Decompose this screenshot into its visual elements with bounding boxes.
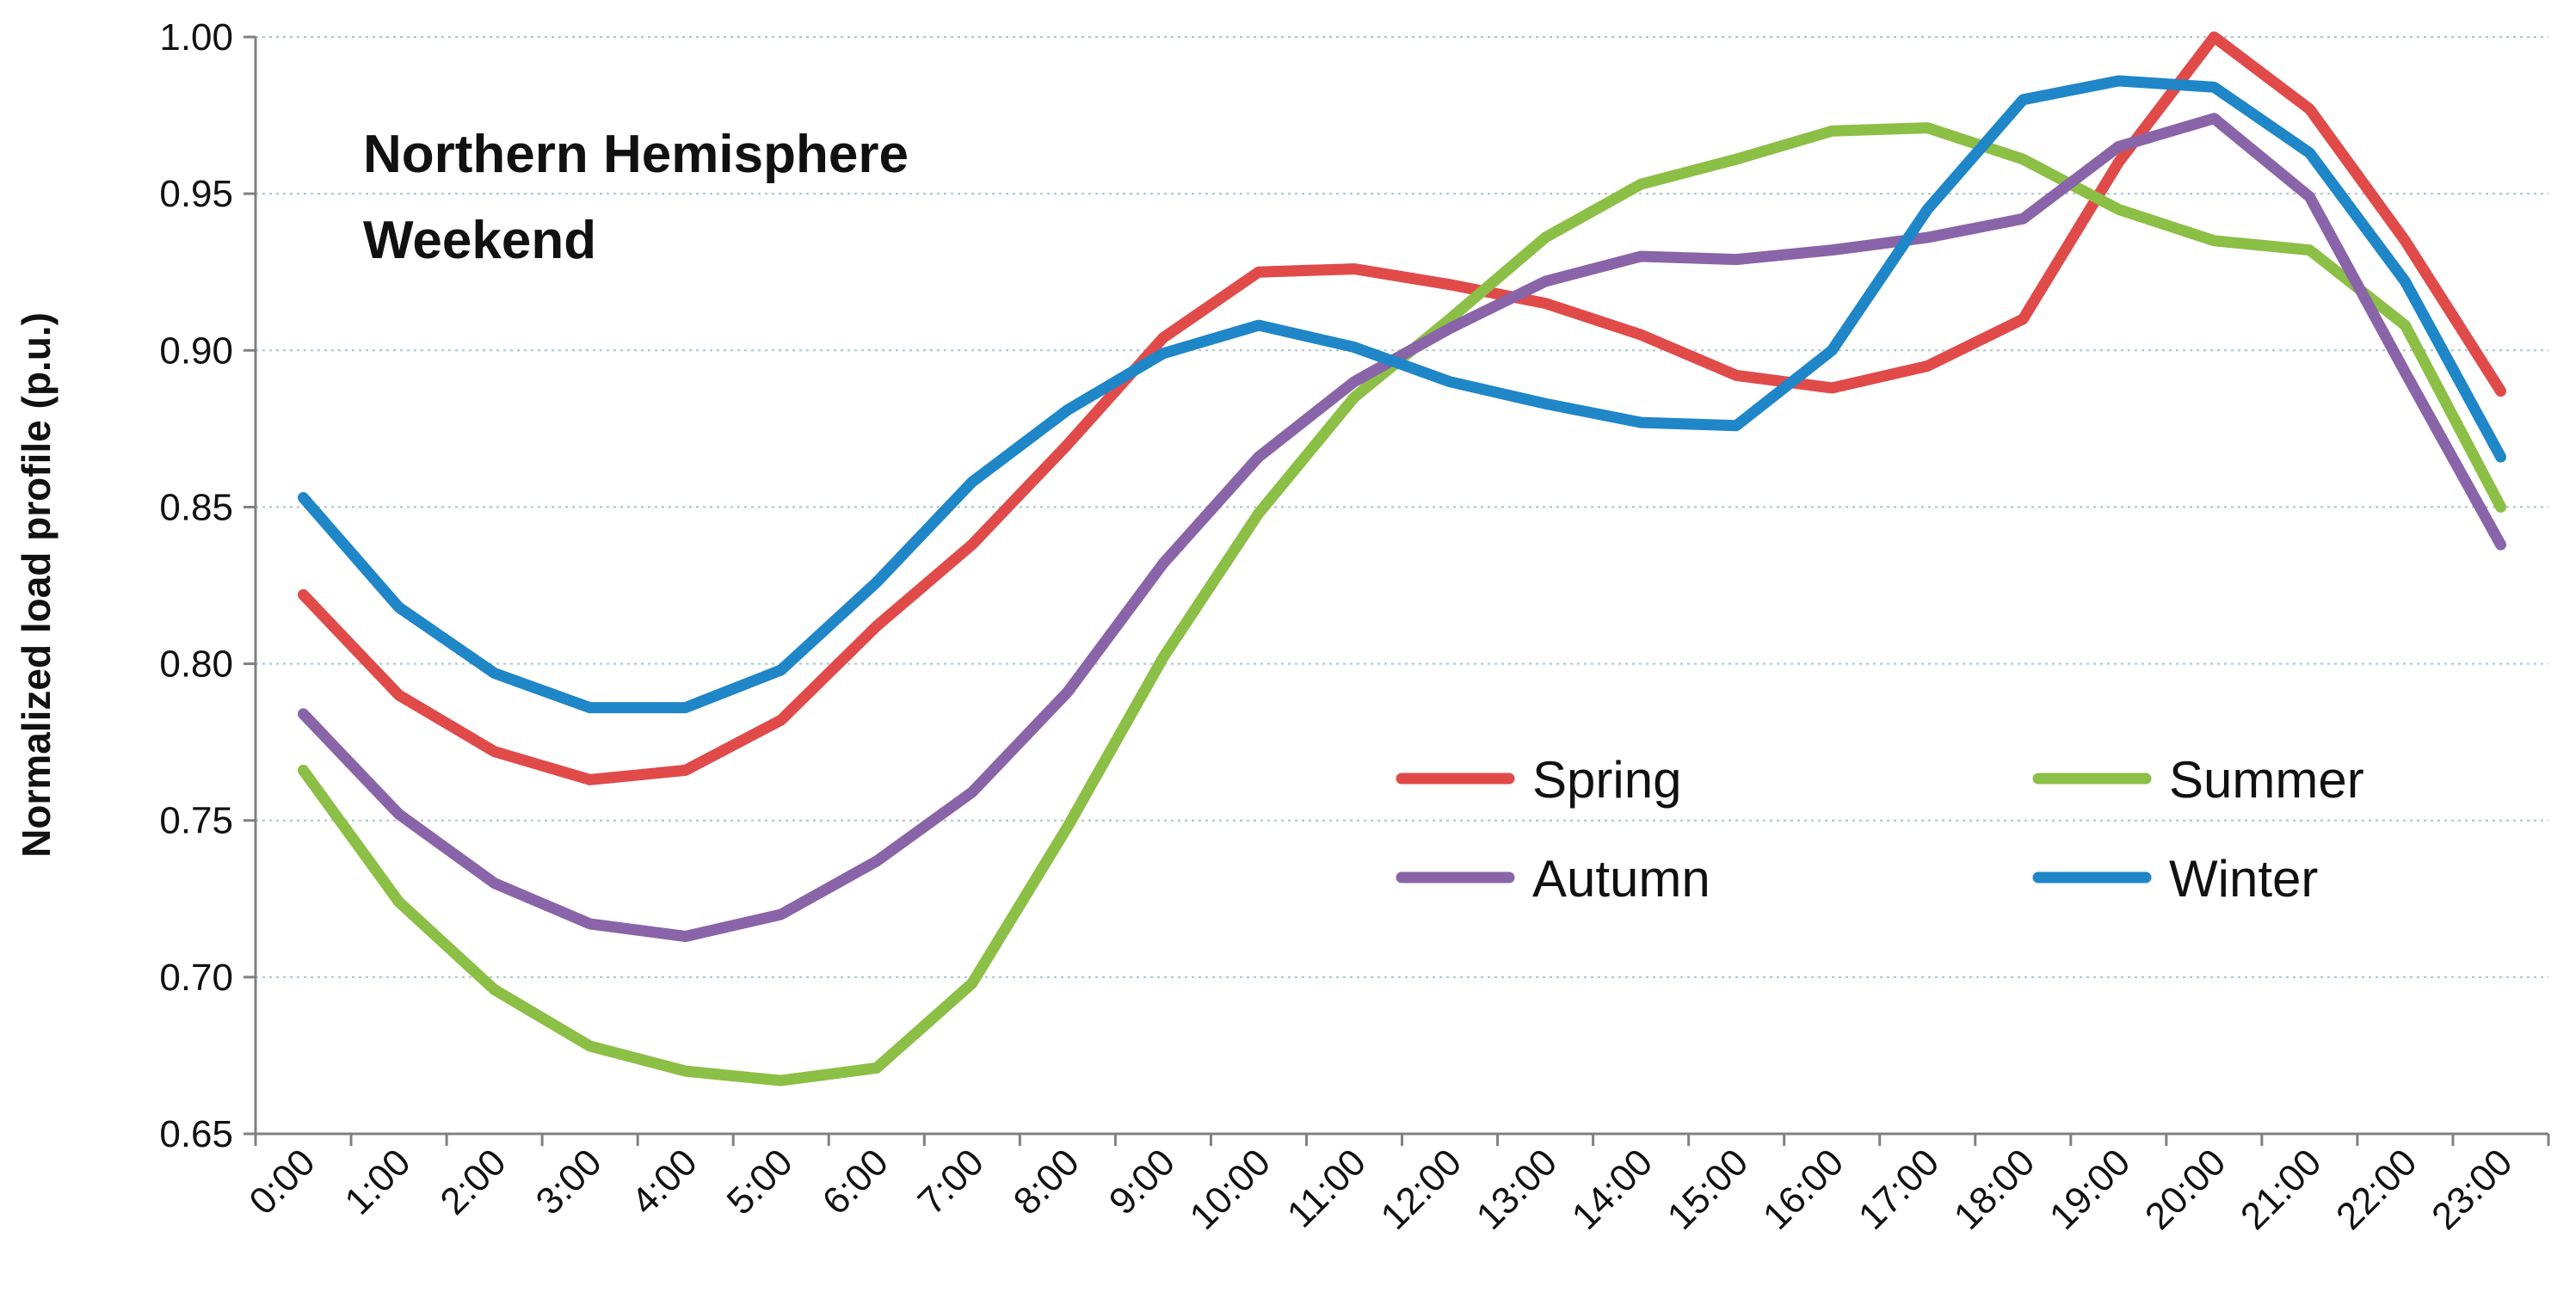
x-tick-label: 18:00 xyxy=(1946,1141,2043,1238)
chart-title-line-1: Northern Hemisphere xyxy=(363,125,909,184)
x-tick-label: 22:00 xyxy=(2328,1141,2425,1238)
x-tick-label: 1:00 xyxy=(336,1141,418,1222)
series-line-autumn xyxy=(298,113,2506,942)
y-axis-label: Normalized load profile (p.u.) xyxy=(14,312,59,858)
y-tick-labels: 0.65 0.70 0.75 0.80 0.85 0.90 0.95 1.00 xyxy=(159,16,256,1155)
x-tick-label: 14:00 xyxy=(1564,1141,1661,1238)
x-tick-label: 8:00 xyxy=(1006,1141,1088,1222)
x-tick-label: 7:00 xyxy=(910,1141,992,1222)
y-tick-label: 0.75 xyxy=(159,800,233,842)
series-lines xyxy=(298,31,2506,1087)
legend-label-winter: Winter xyxy=(2169,850,2318,908)
x-tick-label: 3:00 xyxy=(528,1141,610,1222)
x-tick-label: 17:00 xyxy=(1851,1141,1948,1238)
y-tick-label: 0.80 xyxy=(159,643,233,686)
x-tick-label: 5:00 xyxy=(719,1141,801,1222)
y-tick-label: 1.00 xyxy=(159,16,233,58)
x-tick-label: 19:00 xyxy=(2042,1141,2139,1238)
x-tick-label: 15:00 xyxy=(1660,1141,1757,1238)
series-line-winter xyxy=(298,75,2506,714)
x-tick-label: 23:00 xyxy=(2424,1141,2521,1238)
legend-label-summer: Summer xyxy=(2169,751,2364,809)
x-tick-label: 6:00 xyxy=(815,1141,897,1222)
x-tick-labels: 0:00 1:00 2:00 3:00 4:00 5:00 6:00 7:00 8:00 9:00… xyxy=(241,1134,2550,1238)
x-tick-label: 16:00 xyxy=(1755,1141,1852,1238)
x-tick-label: 4:00 xyxy=(624,1141,706,1222)
y-tick-label: 0.95 xyxy=(159,173,233,215)
x-tick-label: 10:00 xyxy=(1182,1141,1279,1238)
legend-label-spring: Spring xyxy=(1532,751,1681,809)
x-tick-label: 12:00 xyxy=(1373,1141,1470,1238)
x-tick-label: 20:00 xyxy=(2137,1141,2234,1238)
x-tick-label: 2:00 xyxy=(432,1141,514,1222)
x-tick-label: 13:00 xyxy=(1469,1141,1566,1238)
axes xyxy=(254,37,2548,1136)
y-tick-label: 0.65 xyxy=(159,1113,233,1155)
y-tick-label: 0.90 xyxy=(159,329,233,372)
y-tick-label: 0.85 xyxy=(159,486,233,528)
legend: Spring Summer Autumn Winter xyxy=(1396,751,2364,908)
legend-label-autumn: Autumn xyxy=(1532,850,1710,908)
series-line-summer xyxy=(298,122,2506,1087)
x-tick-label: 0:00 xyxy=(241,1141,323,1222)
x-tick-label: 11:00 xyxy=(1279,1141,1374,1235)
chart-title-line-2: Weekend xyxy=(363,211,596,270)
x-tick-label: 9:00 xyxy=(1101,1141,1183,1222)
x-tick-label: 21:00 xyxy=(2233,1141,2330,1238)
y-tick-label: 0.70 xyxy=(159,957,233,999)
